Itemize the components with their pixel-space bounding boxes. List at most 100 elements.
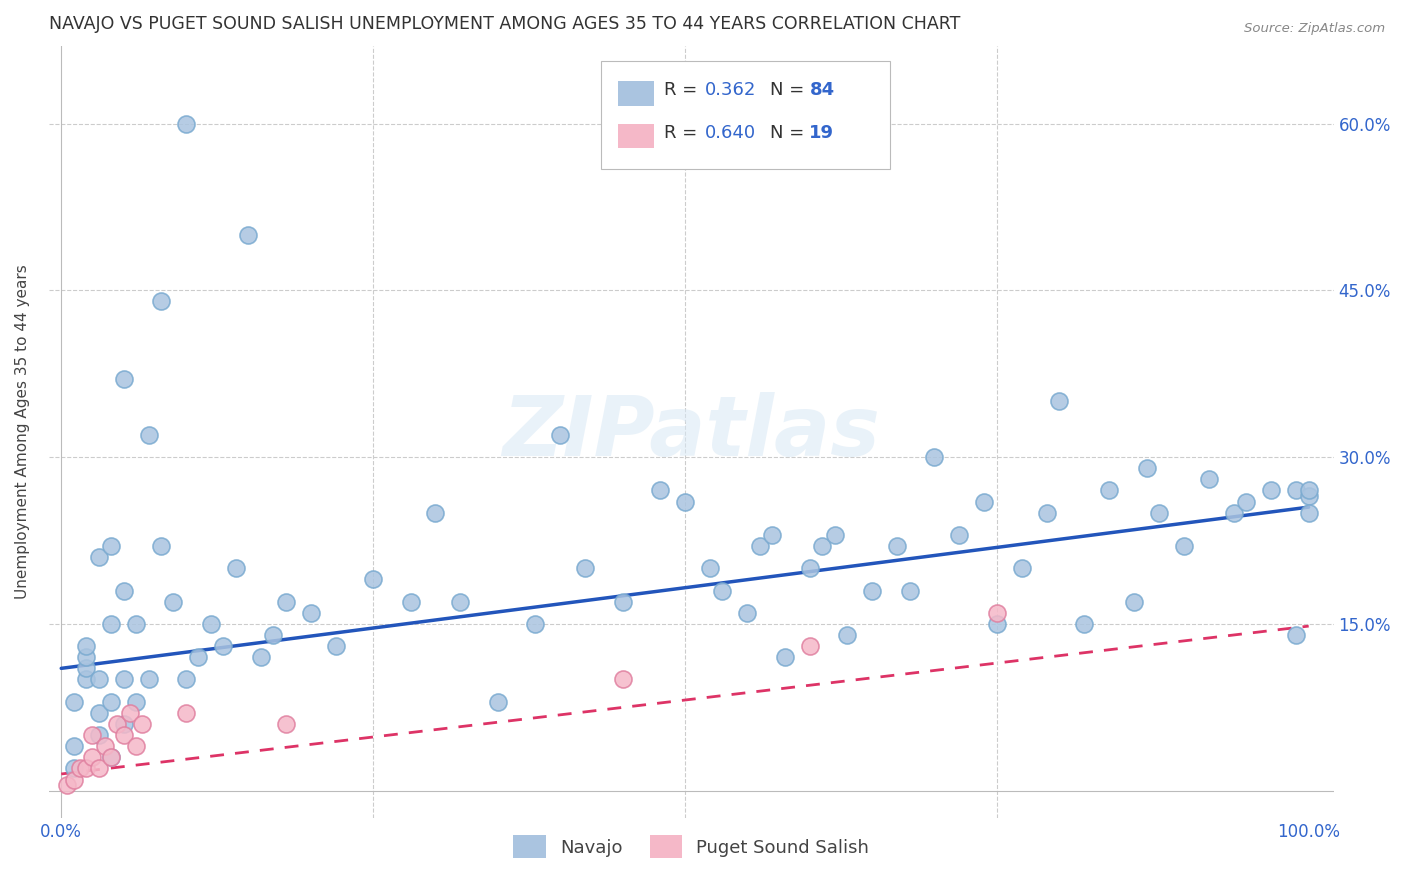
Point bbox=[425, 506, 447, 520]
Text: 0.640: 0.640 bbox=[706, 124, 756, 142]
Point bbox=[1234, 494, 1257, 508]
Point bbox=[250, 650, 273, 665]
Point bbox=[1298, 483, 1320, 498]
Point bbox=[212, 639, 235, 653]
Point bbox=[673, 494, 696, 508]
Point bbox=[773, 650, 796, 665]
Point bbox=[82, 728, 104, 742]
Point bbox=[973, 494, 995, 508]
Point bbox=[100, 750, 122, 764]
Point bbox=[648, 483, 671, 498]
Text: 0.362: 0.362 bbox=[706, 81, 756, 100]
Point bbox=[238, 227, 260, 242]
Point bbox=[174, 116, 197, 130]
Point bbox=[125, 739, 148, 754]
Point bbox=[1098, 483, 1121, 498]
Point bbox=[1173, 539, 1195, 553]
Point bbox=[612, 673, 634, 687]
Point bbox=[100, 750, 122, 764]
Point bbox=[274, 594, 297, 608]
Point bbox=[225, 561, 247, 575]
Point bbox=[75, 650, 97, 665]
Point bbox=[62, 772, 84, 787]
Text: R =: R = bbox=[664, 124, 703, 142]
Point bbox=[799, 561, 821, 575]
Point bbox=[799, 639, 821, 653]
Point bbox=[69, 761, 91, 775]
Point bbox=[87, 706, 110, 720]
Point bbox=[138, 673, 160, 687]
Point bbox=[449, 594, 471, 608]
Point bbox=[1147, 506, 1170, 520]
Point bbox=[748, 539, 770, 553]
FancyBboxPatch shape bbox=[619, 124, 654, 148]
Point bbox=[62, 695, 84, 709]
Point bbox=[711, 583, 734, 598]
Point bbox=[75, 661, 97, 675]
Point bbox=[75, 673, 97, 687]
Point bbox=[1073, 616, 1095, 631]
Point bbox=[100, 695, 122, 709]
Point bbox=[1298, 506, 1320, 520]
Point bbox=[761, 528, 783, 542]
Point bbox=[574, 561, 596, 575]
Point bbox=[1285, 628, 1308, 642]
Y-axis label: Unemployment Among Ages 35 to 44 years: Unemployment Among Ages 35 to 44 years bbox=[15, 265, 30, 599]
Point bbox=[274, 717, 297, 731]
Point bbox=[112, 372, 135, 386]
Text: R =: R = bbox=[664, 81, 703, 100]
Point bbox=[1260, 483, 1282, 498]
Point bbox=[1035, 506, 1057, 520]
Point bbox=[1047, 394, 1070, 409]
Point bbox=[87, 761, 110, 775]
Point bbox=[87, 673, 110, 687]
Point bbox=[100, 539, 122, 553]
Point bbox=[986, 616, 1008, 631]
Point bbox=[1298, 489, 1320, 503]
Point bbox=[200, 616, 222, 631]
Point bbox=[986, 606, 1008, 620]
Point bbox=[737, 606, 759, 620]
Point bbox=[162, 594, 184, 608]
Point bbox=[399, 594, 422, 608]
Point bbox=[1011, 561, 1033, 575]
Point bbox=[699, 561, 721, 575]
Point bbox=[112, 673, 135, 687]
Point bbox=[524, 616, 547, 631]
Point bbox=[361, 573, 384, 587]
Legend: Navajo, Puget Sound Salish: Navajo, Puget Sound Salish bbox=[503, 826, 879, 867]
Point bbox=[100, 616, 122, 631]
Text: 19: 19 bbox=[810, 124, 834, 142]
Point bbox=[860, 583, 883, 598]
Point bbox=[174, 706, 197, 720]
Text: Source: ZipAtlas.com: Source: ZipAtlas.com bbox=[1244, 22, 1385, 36]
Point bbox=[824, 528, 846, 542]
Point bbox=[1285, 483, 1308, 498]
Point bbox=[886, 539, 908, 553]
Text: ZIPatlas: ZIPatlas bbox=[502, 392, 880, 473]
Point bbox=[138, 427, 160, 442]
Point bbox=[299, 606, 322, 620]
Point bbox=[948, 528, 970, 542]
Point bbox=[1135, 461, 1157, 475]
Point bbox=[486, 695, 509, 709]
Point bbox=[75, 639, 97, 653]
Point bbox=[1198, 472, 1220, 486]
Point bbox=[105, 717, 128, 731]
Point bbox=[82, 750, 104, 764]
Point bbox=[87, 550, 110, 565]
Point bbox=[125, 616, 148, 631]
Point bbox=[118, 706, 141, 720]
Text: 84: 84 bbox=[810, 81, 835, 100]
Point bbox=[150, 539, 173, 553]
Point bbox=[56, 778, 79, 792]
Point bbox=[924, 450, 946, 464]
Point bbox=[150, 294, 173, 309]
Point bbox=[94, 739, 117, 754]
Point bbox=[62, 739, 84, 754]
Text: N =: N = bbox=[769, 124, 810, 142]
Point bbox=[548, 427, 571, 442]
Point bbox=[837, 628, 859, 642]
Point bbox=[1123, 594, 1146, 608]
Point bbox=[112, 717, 135, 731]
